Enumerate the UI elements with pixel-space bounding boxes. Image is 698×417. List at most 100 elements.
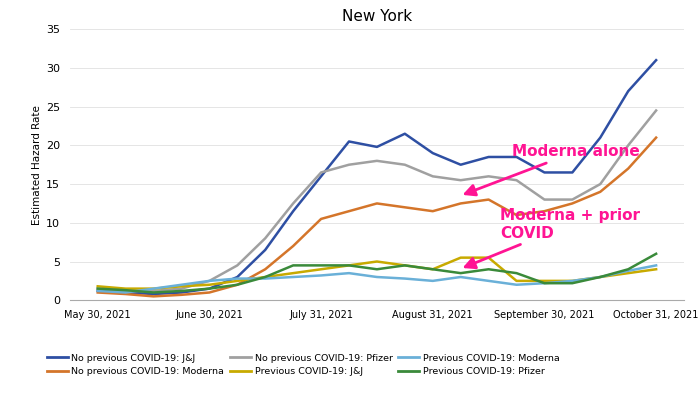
- Line: Previous COVID-19: Pfizer: Previous COVID-19: Pfizer: [98, 254, 656, 292]
- No previous COVID-19: Pfizer: (3, 1.5): Pfizer: (3, 1.5): [177, 286, 186, 291]
- Previous COVID-19: J&J: (6, 3): J&J: (6, 3): [261, 274, 269, 279]
- Previous COVID-19: J&J: (3, 1.8): J&J: (3, 1.8): [177, 284, 186, 289]
- No previous COVID-19: J&J: (8, 16): J&J: (8, 16): [317, 174, 325, 179]
- No previous COVID-19: Pfizer: (11, 17.5): Pfizer: (11, 17.5): [401, 162, 409, 167]
- No previous COVID-19: Pfizer: (2, 1.2): Pfizer: (2, 1.2): [149, 289, 158, 294]
- Previous COVID-19: Pfizer: (1, 1.3): Pfizer: (1, 1.3): [121, 288, 130, 293]
- No previous COVID-19: J&J: (6, 6.5): J&J: (6, 6.5): [261, 247, 269, 252]
- No previous COVID-19: J&J: (4, 1.5): J&J: (4, 1.5): [205, 286, 214, 291]
- Previous COVID-19: J&J: (19, 3.5): J&J: (19, 3.5): [624, 271, 632, 276]
- Previous COVID-19: Pfizer: (20, 6): Pfizer: (20, 6): [652, 251, 660, 256]
- Previous COVID-19: J&J: (17, 2.5): J&J: (17, 2.5): [568, 279, 577, 284]
- No previous COVID-19: Moderna: (15, 11): Moderna: (15, 11): [512, 213, 521, 218]
- Previous COVID-19: J&J: (10, 5): J&J: (10, 5): [373, 259, 381, 264]
- Previous COVID-19: J&J: (12, 4): J&J: (12, 4): [429, 267, 437, 272]
- No previous COVID-19: Moderna: (13, 12.5): Moderna: (13, 12.5): [456, 201, 465, 206]
- No previous COVID-19: Pfizer: (18, 15): Pfizer: (18, 15): [596, 181, 604, 186]
- Previous COVID-19: Moderna: (8, 3.2): Moderna: (8, 3.2): [317, 273, 325, 278]
- No previous COVID-19: J&J: (1, 1): J&J: (1, 1): [121, 290, 130, 295]
- No previous COVID-19: Moderna: (10, 12.5): Moderna: (10, 12.5): [373, 201, 381, 206]
- Previous COVID-19: J&J: (14, 5.5): J&J: (14, 5.5): [484, 255, 493, 260]
- Previous COVID-19: J&J: (20, 4): J&J: (20, 4): [652, 267, 660, 272]
- No previous COVID-19: Moderna: (6, 4): Moderna: (6, 4): [261, 267, 269, 272]
- Previous COVID-19: Pfizer: (4, 1.5): Pfizer: (4, 1.5): [205, 286, 214, 291]
- Previous COVID-19: J&J: (0, 1.8): J&J: (0, 1.8): [94, 284, 102, 289]
- No previous COVID-19: Moderna: (14, 13): Moderna: (14, 13): [484, 197, 493, 202]
- Previous COVID-19: J&J: (15, 2.5): J&J: (15, 2.5): [512, 279, 521, 284]
- Previous COVID-19: J&J: (13, 5.5): J&J: (13, 5.5): [456, 255, 465, 260]
- Previous COVID-19: Moderna: (3, 2): Moderna: (3, 2): [177, 282, 186, 287]
- Previous COVID-19: Pfizer: (18, 3): Pfizer: (18, 3): [596, 274, 604, 279]
- No previous COVID-19: J&J: (9, 20.5): J&J: (9, 20.5): [345, 139, 353, 144]
- No previous COVID-19: Moderna: (3, 0.7): Moderna: (3, 0.7): [177, 292, 186, 297]
- Previous COVID-19: Moderna: (12, 2.5): Moderna: (12, 2.5): [429, 279, 437, 284]
- No previous COVID-19: Pfizer: (12, 16): Pfizer: (12, 16): [429, 174, 437, 179]
- No previous COVID-19: Pfizer: (8, 16.5): Pfizer: (8, 16.5): [317, 170, 325, 175]
- Previous COVID-19: Pfizer: (7, 4.5): Pfizer: (7, 4.5): [289, 263, 297, 268]
- No previous COVID-19: Moderna: (8, 10.5): Moderna: (8, 10.5): [317, 216, 325, 221]
- No previous COVID-19: Pfizer: (13, 15.5): Pfizer: (13, 15.5): [456, 178, 465, 183]
- No previous COVID-19: Moderna: (9, 11.5): Moderna: (9, 11.5): [345, 208, 353, 214]
- Previous COVID-19: Pfizer: (6, 3): Pfizer: (6, 3): [261, 274, 269, 279]
- Previous COVID-19: Pfizer: (12, 4): Pfizer: (12, 4): [429, 267, 437, 272]
- No previous COVID-19: Pfizer: (5, 4.5): Pfizer: (5, 4.5): [233, 263, 242, 268]
- Previous COVID-19: Pfizer: (13, 3.5): Pfizer: (13, 3.5): [456, 271, 465, 276]
- No previous COVID-19: Pfizer: (10, 18): Pfizer: (10, 18): [373, 158, 381, 163]
- Legend: No previous COVID-19: J&J, No previous COVID-19: Moderna, No previous COVID-19: : No previous COVID-19: J&J, No previous C…: [47, 354, 560, 377]
- No previous COVID-19: Pfizer: (16, 13): Pfizer: (16, 13): [540, 197, 549, 202]
- Previous COVID-19: Pfizer: (5, 2): Pfizer: (5, 2): [233, 282, 242, 287]
- No previous COVID-19: Moderna: (0, 1): Moderna: (0, 1): [94, 290, 102, 295]
- Previous COVID-19: Moderna: (1, 1): Moderna: (1, 1): [121, 290, 130, 295]
- Previous COVID-19: Moderna: (16, 2.2): Moderna: (16, 2.2): [540, 281, 549, 286]
- Previous COVID-19: Moderna: (10, 3): Moderna: (10, 3): [373, 274, 381, 279]
- No previous COVID-19: J&J: (10, 19.8): J&J: (10, 19.8): [373, 144, 381, 149]
- No previous COVID-19: J&J: (14, 18.5): J&J: (14, 18.5): [484, 154, 493, 159]
- Line: Previous COVID-19: Moderna: Previous COVID-19: Moderna: [98, 265, 656, 292]
- Previous COVID-19: Moderna: (19, 3.8): Moderna: (19, 3.8): [624, 268, 632, 273]
- Previous COVID-19: Moderna: (18, 3): Moderna: (18, 3): [596, 274, 604, 279]
- Previous COVID-19: Moderna: (7, 3): Moderna: (7, 3): [289, 274, 297, 279]
- No previous COVID-19: Pfizer: (20, 24.5): Pfizer: (20, 24.5): [652, 108, 660, 113]
- Previous COVID-19: Pfizer: (10, 4): Pfizer: (10, 4): [373, 267, 381, 272]
- No previous COVID-19: Moderna: (2, 0.5): Moderna: (2, 0.5): [149, 294, 158, 299]
- No previous COVID-19: Pfizer: (15, 15.5): Pfizer: (15, 15.5): [512, 178, 521, 183]
- No previous COVID-19: Pfizer: (7, 12.5): Pfizer: (7, 12.5): [289, 201, 297, 206]
- No previous COVID-19: J&J: (17, 16.5): J&J: (17, 16.5): [568, 170, 577, 175]
- No previous COVID-19: Pfizer: (14, 16): Pfizer: (14, 16): [484, 174, 493, 179]
- Previous COVID-19: Moderna: (5, 2.8): Moderna: (5, 2.8): [233, 276, 242, 281]
- Y-axis label: Estimated Hazard Rate: Estimated Hazard Rate: [32, 105, 42, 225]
- No previous COVID-19: J&J: (2, 0.8): J&J: (2, 0.8): [149, 291, 158, 296]
- Previous COVID-19: Moderna: (20, 4.5): Moderna: (20, 4.5): [652, 263, 660, 268]
- Previous COVID-19: Moderna: (2, 1.5): Moderna: (2, 1.5): [149, 286, 158, 291]
- Line: No previous COVID-19: Pfizer: No previous COVID-19: Pfizer: [98, 111, 656, 291]
- Previous COVID-19: Moderna: (14, 2.5): Moderna: (14, 2.5): [484, 279, 493, 284]
- Previous COVID-19: Moderna: (0, 1.2): Moderna: (0, 1.2): [94, 289, 102, 294]
- Previous COVID-19: J&J: (2, 1.5): J&J: (2, 1.5): [149, 286, 158, 291]
- Previous COVID-19: Pfizer: (16, 2.2): Pfizer: (16, 2.2): [540, 281, 549, 286]
- No previous COVID-19: Moderna: (7, 7): Moderna: (7, 7): [289, 244, 297, 249]
- No previous COVID-19: Moderna: (17, 12.5): Moderna: (17, 12.5): [568, 201, 577, 206]
- Line: Previous COVID-19: J&J: Previous COVID-19: J&J: [98, 258, 656, 289]
- Previous COVID-19: Pfizer: (17, 2.2): Pfizer: (17, 2.2): [568, 281, 577, 286]
- No previous COVID-19: Moderna: (4, 1): Moderna: (4, 1): [205, 290, 214, 295]
- No previous COVID-19: Moderna: (18, 14): Moderna: (18, 14): [596, 189, 604, 194]
- No previous COVID-19: J&J: (11, 21.5): J&J: (11, 21.5): [401, 131, 409, 136]
- Previous COVID-19: Moderna: (11, 2.8): Moderna: (11, 2.8): [401, 276, 409, 281]
- No previous COVID-19: Moderna: (20, 21): Moderna: (20, 21): [652, 135, 660, 140]
- Previous COVID-19: J&J: (5, 2.5): J&J: (5, 2.5): [233, 279, 242, 284]
- Previous COVID-19: Pfizer: (14, 4): Pfizer: (14, 4): [484, 267, 493, 272]
- Line: No previous COVID-19: Moderna: No previous COVID-19: Moderna: [98, 138, 656, 296]
- Previous COVID-19: Pfizer: (8, 4.5): Pfizer: (8, 4.5): [317, 263, 325, 268]
- Previous COVID-19: Moderna: (17, 2.5): Moderna: (17, 2.5): [568, 279, 577, 284]
- Previous COVID-19: J&J: (7, 3.5): J&J: (7, 3.5): [289, 271, 297, 276]
- Previous COVID-19: Moderna: (15, 2): Moderna: (15, 2): [512, 282, 521, 287]
- No previous COVID-19: J&J: (16, 16.5): J&J: (16, 16.5): [540, 170, 549, 175]
- Previous COVID-19: Moderna: (4, 2.5): Moderna: (4, 2.5): [205, 279, 214, 284]
- No previous COVID-19: J&J: (12, 19): J&J: (12, 19): [429, 151, 437, 156]
- No previous COVID-19: J&J: (5, 3): J&J: (5, 3): [233, 274, 242, 279]
- Line: No previous COVID-19: J&J: No previous COVID-19: J&J: [98, 60, 656, 294]
- Previous COVID-19: Pfizer: (0, 1.5): Pfizer: (0, 1.5): [94, 286, 102, 291]
- Previous COVID-19: Moderna: (13, 3): Moderna: (13, 3): [456, 274, 465, 279]
- Previous COVID-19: Pfizer: (3, 1.2): Pfizer: (3, 1.2): [177, 289, 186, 294]
- No previous COVID-19: J&J: (0, 1.2): J&J: (0, 1.2): [94, 289, 102, 294]
